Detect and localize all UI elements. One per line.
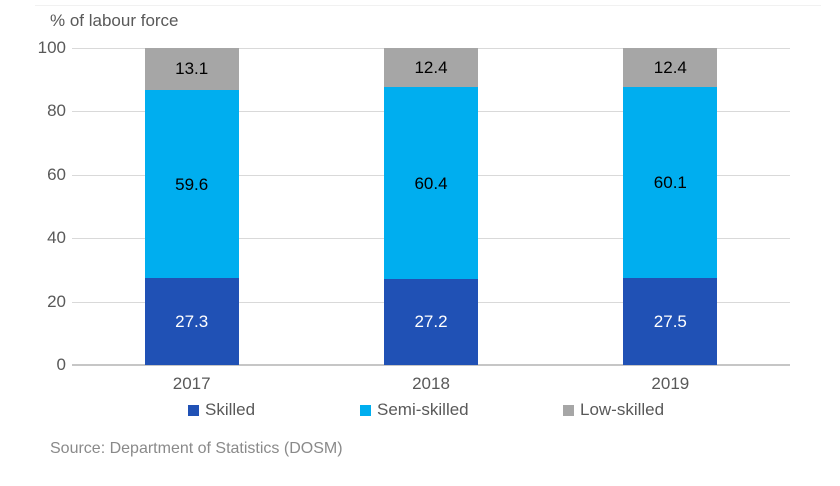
bar-segment-low-skilled-2019: 12.4 <box>623 48 718 88</box>
y-tick-label-100: 100 <box>37 38 66 57</box>
chart-title: % of labour force <box>50 11 179 30</box>
legend-item-skilled: Skilled <box>188 400 255 420</box>
legend-swatch-low-skilled-icon <box>563 404 574 416</box>
y-tick-label-40: 40 <box>47 228 66 248</box>
bar-segment-skilled-2018: 27.2 <box>384 278 478 365</box>
bar-segment-skilled-2017: 27.3 <box>144 278 239 365</box>
source-note: Source: Department of Statistics (DOSM) <box>50 440 343 457</box>
y-tick-label-0: 0 <box>56 355 66 374</box>
x-tick-label-2019: 2019 <box>651 374 690 393</box>
bar-segment-low-skilled-2018: 12.4 <box>384 48 478 88</box>
legend-label-semi-skilled: Semi-skilled <box>377 400 469 419</box>
bar-segment-semi-skilled-2018: 60.4 <box>384 87 478 279</box>
bar-segment-semi-skilled-2019: 60.1 <box>623 87 718 278</box>
bar-2017: 13.1 59.6 27.3 <box>144 48 239 365</box>
legend-label-skilled: Skilled <box>205 400 256 419</box>
value-label: 60.1 <box>653 173 687 193</box>
value-label: 27.2 <box>414 312 448 332</box>
y-tick-label-80: 80 <box>47 101 66 121</box>
legend-swatch-semi-skilled-icon <box>360 404 371 416</box>
plot-area: 13.1 59.6 27.3 12.4 60.4 27.2 12.4 60.1 27.5 <box>72 48 790 366</box>
bar-segment-skilled-2019: 27.5 <box>623 277 718 365</box>
y-tick-label-60: 60 <box>47 164 66 184</box>
value-label: 27.5 <box>653 311 687 331</box>
value-label: 60.4 <box>414 173 448 193</box>
x-axis-line <box>72 364 790 366</box>
legend: Skilled Semi-skilled Low-skilled <box>0 400 840 422</box>
bar-2019: 12.4 60.1 27.5 <box>623 48 718 365</box>
legend-item-semi-skilled: Semi-skilled <box>360 400 469 420</box>
bar-2018: 12.4 60.4 27.2 <box>384 48 478 365</box>
value-label: 12.4 <box>653 58 687 78</box>
y-tick-label-20: 20 <box>47 291 66 311</box>
legend-label-low-skilled: Low-skilled <box>580 400 665 419</box>
bar-segment-semi-skilled-2017: 59.6 <box>144 89 239 279</box>
x-tick-label-2017: 2017 <box>172 374 211 393</box>
chart-frame-border <box>35 5 821 6</box>
value-label: 27.3 <box>175 312 209 332</box>
value-label: 59.6 <box>175 174 209 194</box>
value-label: 12.4 <box>414 58 448 78</box>
x-tick-label-2018: 2018 <box>412 374 450 393</box>
bar-segment-low-skilled-2017: 13.1 <box>144 48 239 90</box>
legend-item-low-skilled: Low-skilled <box>563 400 664 420</box>
legend-swatch-skilled-icon <box>188 404 199 416</box>
value-label: 13.1 <box>175 59 209 79</box>
